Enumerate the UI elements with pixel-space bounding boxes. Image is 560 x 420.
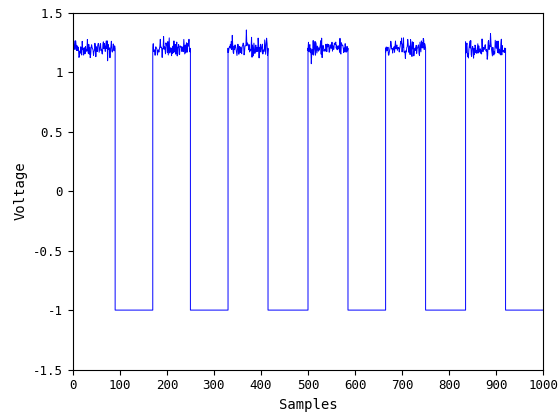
Y-axis label: Voltage: Voltage <box>13 162 27 221</box>
X-axis label: Samples: Samples <box>279 398 337 412</box>
